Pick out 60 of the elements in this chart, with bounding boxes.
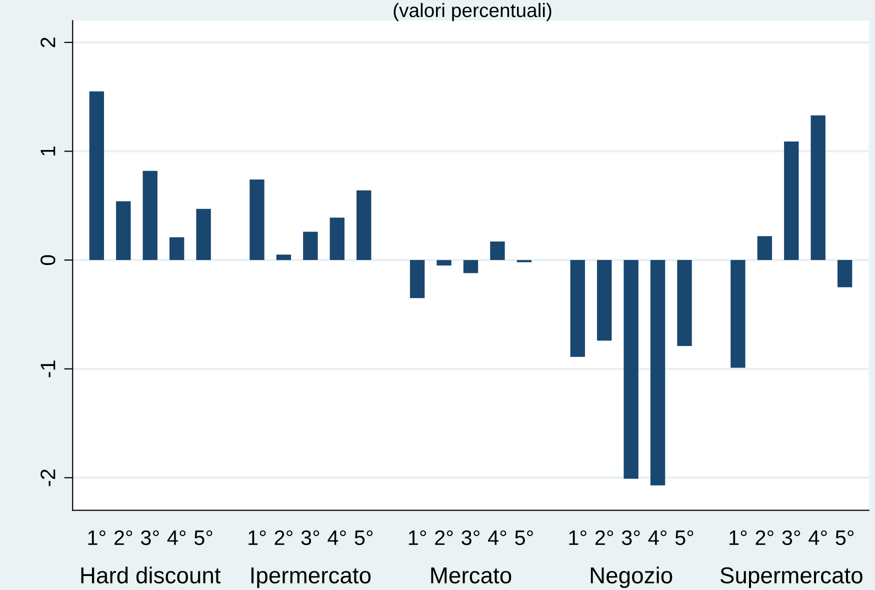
bar — [303, 232, 318, 260]
bar — [757, 236, 772, 260]
x-tick-label: 1° — [569, 530, 586, 545]
x-tick-label: 2° — [435, 530, 453, 545]
x-tick-label: 5° — [194, 530, 212, 546]
x-tick-label: 3° — [782, 530, 800, 546]
bar — [142, 170, 158, 260]
bar — [196, 208, 211, 260]
x-tick-label: 3° — [622, 530, 640, 546]
text: Hard discount — [81, 566, 221, 584]
chart-title: (valori percentuali) — [394, 2, 552, 22]
x-tick-label: 2° — [595, 530, 614, 545]
x-tick-label: 4° — [808, 530, 827, 545]
bar — [730, 260, 746, 368]
x-tick-label: 4° — [167, 530, 186, 545]
bar — [116, 201, 131, 260]
x-tick-label: 1° — [408, 530, 426, 545]
text: Supermercato — [720, 567, 862, 588]
bar — [677, 260, 692, 346]
bar — [276, 254, 292, 260]
x-tick-label: 2° — [756, 530, 774, 545]
x-tick-label: 4° — [488, 530, 506, 545]
bar — [463, 260, 478, 274]
bar — [784, 141, 799, 260]
x-tick-label: 3° — [140, 530, 159, 546]
y-tick-label: -1 — [40, 360, 56, 378]
bar — [250, 180, 264, 260]
x-tick-label: 1° — [730, 530, 747, 545]
x-tick-label: 5° — [515, 530, 533, 546]
x-tick-label: 2° — [114, 530, 132, 545]
text: Mercato — [431, 568, 512, 584]
y-tick-label: 0 — [40, 255, 56, 266]
x-tick-label: 5° — [354, 530, 373, 546]
x-tick-label: 3° — [462, 530, 480, 546]
x-tick-label: 1° — [248, 530, 266, 545]
text: Ipermercato — [251, 568, 371, 588]
bar — [624, 260, 638, 479]
bar — [89, 91, 104, 260]
x-tick-label: 1° — [88, 530, 106, 545]
x-tick-label: 5° — [675, 530, 694, 546]
bar — [837, 260, 852, 288]
x-tick-label: 5° — [836, 530, 854, 546]
x-tick-label: 4° — [648, 530, 666, 545]
bar — [597, 260, 612, 341]
x-tick-label: 2° — [274, 530, 292, 545]
bar — [650, 260, 666, 486]
bar — [490, 242, 505, 260]
bar — [330, 218, 344, 260]
bar — [810, 115, 826, 260]
bar — [169, 237, 184, 260]
y-tick-label: 2 — [40, 38, 56, 48]
bar — [410, 260, 425, 298]
bar — [436, 260, 452, 266]
x-tick-label: 4° — [328, 530, 346, 545]
bar — [356, 190, 372, 260]
y-tick-label: 1 — [40, 146, 56, 156]
bar — [570, 260, 585, 357]
x-tick-label: 3° — [301, 530, 320, 546]
text: Negozio — [590, 566, 672, 588]
y-tick-label: -2 — [40, 469, 56, 486]
